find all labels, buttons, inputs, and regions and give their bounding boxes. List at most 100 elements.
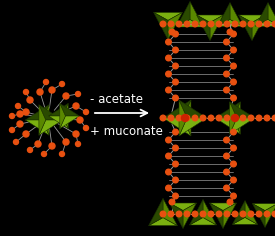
Circle shape	[200, 115, 206, 121]
Circle shape	[272, 211, 275, 217]
Circle shape	[264, 115, 270, 121]
Circle shape	[173, 31, 178, 37]
Circle shape	[173, 193, 178, 199]
Polygon shape	[163, 100, 191, 118]
Polygon shape	[210, 203, 223, 228]
Circle shape	[173, 129, 178, 135]
Circle shape	[77, 117, 83, 123]
Polygon shape	[169, 203, 197, 211]
Circle shape	[17, 121, 23, 127]
Polygon shape	[189, 218, 216, 225]
Polygon shape	[233, 102, 240, 134]
Circle shape	[248, 21, 254, 27]
Circle shape	[73, 103, 79, 109]
Circle shape	[173, 79, 178, 85]
Circle shape	[231, 145, 236, 151]
Polygon shape	[163, 198, 177, 226]
Circle shape	[49, 87, 55, 93]
Circle shape	[43, 80, 48, 84]
Circle shape	[224, 137, 229, 143]
Circle shape	[173, 95, 178, 101]
Polygon shape	[154, 13, 182, 20]
Polygon shape	[197, 15, 210, 41]
Polygon shape	[197, 15, 224, 22]
Polygon shape	[168, 13, 182, 40]
Circle shape	[231, 47, 236, 53]
Circle shape	[173, 63, 178, 69]
Polygon shape	[60, 103, 79, 116]
Text: - acetate: - acetate	[90, 93, 143, 106]
Polygon shape	[255, 19, 275, 26]
Circle shape	[182, 114, 188, 122]
Circle shape	[272, 21, 275, 27]
Circle shape	[224, 21, 230, 27]
Circle shape	[42, 152, 46, 156]
Polygon shape	[252, 15, 265, 41]
Circle shape	[272, 115, 275, 121]
Circle shape	[73, 131, 79, 137]
Polygon shape	[39, 120, 63, 135]
Polygon shape	[189, 199, 203, 225]
Circle shape	[216, 21, 222, 27]
Circle shape	[192, 115, 198, 121]
Circle shape	[224, 153, 229, 159]
Circle shape	[216, 115, 222, 121]
Circle shape	[166, 153, 171, 159]
Circle shape	[63, 139, 69, 145]
Polygon shape	[49, 103, 68, 116]
Circle shape	[166, 185, 171, 191]
Circle shape	[224, 169, 229, 175]
Polygon shape	[148, 198, 163, 226]
Polygon shape	[215, 118, 240, 134]
Circle shape	[200, 21, 206, 27]
Circle shape	[173, 145, 178, 151]
Polygon shape	[265, 204, 275, 228]
Polygon shape	[230, 102, 237, 134]
Polygon shape	[190, 1, 204, 27]
Circle shape	[264, 211, 270, 217]
Circle shape	[256, 115, 262, 121]
Polygon shape	[49, 116, 68, 129]
Circle shape	[23, 109, 29, 115]
Circle shape	[37, 89, 43, 95]
Circle shape	[173, 161, 178, 167]
Polygon shape	[230, 3, 243, 26]
Polygon shape	[183, 100, 191, 136]
Circle shape	[248, 115, 254, 121]
Circle shape	[224, 71, 229, 77]
Polygon shape	[252, 204, 275, 211]
Polygon shape	[183, 203, 197, 228]
Circle shape	[168, 21, 174, 27]
Polygon shape	[245, 201, 258, 224]
Circle shape	[27, 97, 33, 103]
Circle shape	[160, 115, 166, 121]
Circle shape	[231, 129, 236, 135]
Polygon shape	[210, 203, 236, 211]
Circle shape	[248, 211, 254, 217]
Polygon shape	[177, 20, 204, 27]
Polygon shape	[218, 3, 230, 26]
Polygon shape	[39, 105, 63, 120]
Circle shape	[231, 193, 236, 199]
Polygon shape	[60, 116, 79, 129]
Circle shape	[184, 211, 190, 217]
Circle shape	[49, 143, 55, 149]
Circle shape	[208, 21, 214, 27]
Circle shape	[224, 39, 229, 45]
Circle shape	[35, 141, 41, 147]
Text: + muconate: + muconate	[90, 125, 163, 138]
Circle shape	[166, 39, 171, 45]
Circle shape	[224, 87, 229, 93]
Circle shape	[160, 211, 166, 217]
Circle shape	[76, 92, 81, 97]
Circle shape	[160, 21, 166, 27]
Polygon shape	[203, 199, 216, 225]
Circle shape	[256, 211, 262, 217]
Circle shape	[184, 21, 190, 27]
Circle shape	[216, 211, 222, 217]
Circle shape	[240, 115, 246, 121]
Circle shape	[168, 211, 174, 217]
Circle shape	[227, 29, 233, 35]
Circle shape	[10, 114, 15, 118]
Circle shape	[200, 211, 206, 217]
